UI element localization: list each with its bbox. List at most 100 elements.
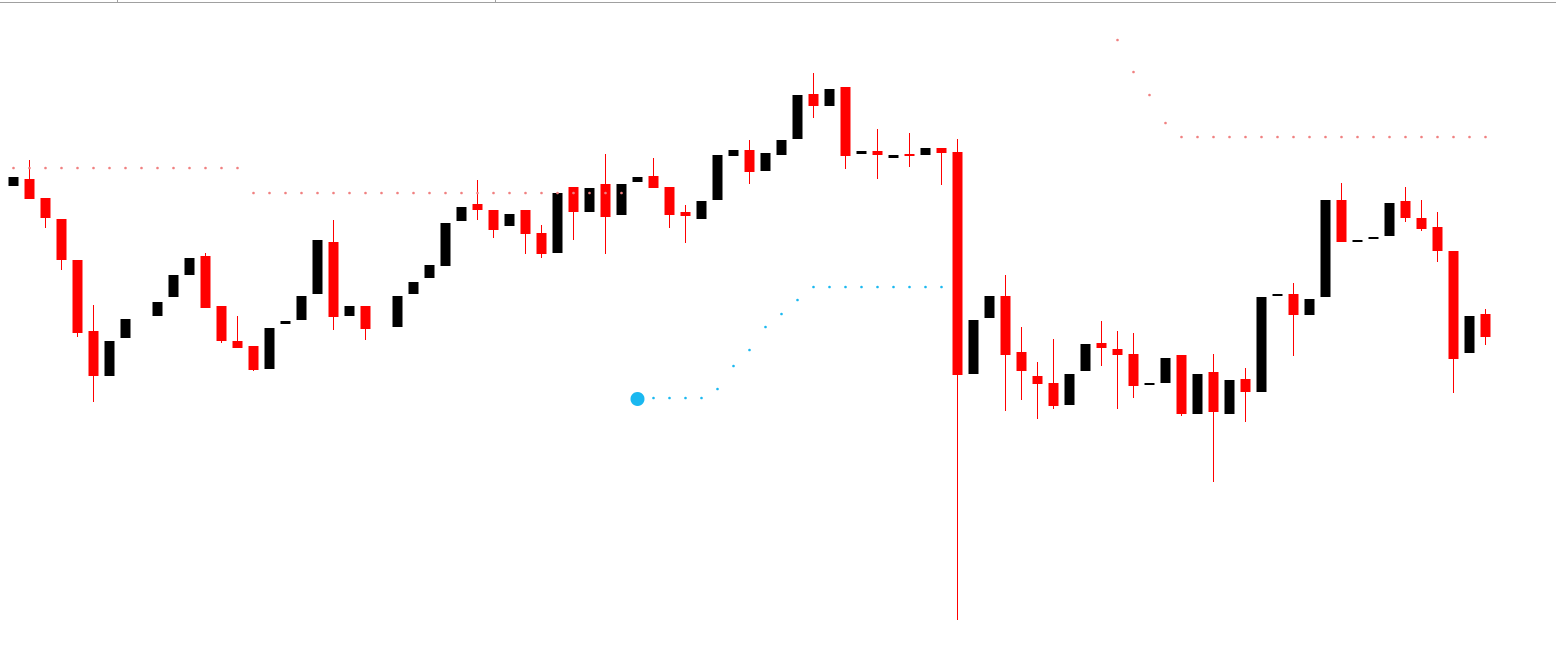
- indicator-dot: [828, 285, 831, 289]
- candle-body: [776, 140, 787, 155]
- indicator-dot: [428, 191, 431, 195]
- indicator-dot: [748, 348, 751, 352]
- indicator-dot: [44, 166, 47, 170]
- candle-body: [440, 223, 451, 266]
- candle-body: [520, 210, 531, 234]
- indicator-dot: [284, 191, 287, 195]
- candle-body: [648, 176, 659, 188]
- indicator-dot: [1420, 135, 1423, 139]
- indicator-dot: [908, 285, 911, 289]
- indicator-dot: [1308, 135, 1311, 139]
- indicator-dot: [332, 191, 335, 195]
- candle-body: [1368, 237, 1379, 239]
- indicator-dot: [1260, 135, 1263, 139]
- indicator-dot: [252, 191, 255, 195]
- indicator-dot: [796, 298, 799, 302]
- indicator-dot: [764, 325, 767, 329]
- candle-body: [824, 89, 835, 106]
- candle-body: [1480, 314, 1491, 337]
- indicator-dot: [1356, 135, 1359, 139]
- candle-body: [408, 282, 419, 294]
- candle-body: [8, 177, 19, 186]
- indicator-dot: [1276, 135, 1279, 139]
- indicator-dot: [1436, 135, 1439, 139]
- indicator-dot: [860, 285, 863, 289]
- candle-body: [264, 328, 275, 369]
- candle-body: [232, 341, 243, 348]
- indicator-dot: [620, 191, 623, 195]
- candle-body: [1272, 294, 1283, 296]
- indicator-dot: [172, 166, 175, 170]
- indicator-dot: [316, 191, 319, 195]
- indicator-dot: [540, 191, 543, 195]
- indicator-dot: [1292, 135, 1295, 139]
- indicator-dot: [844, 285, 847, 289]
- indicator-dot: [1148, 93, 1151, 97]
- candle-body: [632, 177, 643, 182]
- indicator-dot: [60, 166, 63, 170]
- indicator-dot: [1228, 135, 1231, 139]
- candle-body: [1192, 374, 1203, 414]
- candle-body: [488, 210, 499, 230]
- indicator-dot: [76, 166, 79, 170]
- candle-body: [968, 320, 979, 374]
- candle-body: [1160, 358, 1171, 383]
- candle-body: [920, 148, 931, 155]
- candle-body: [1352, 240, 1363, 242]
- indicator-dot: [1484, 135, 1487, 139]
- candle-body: [1000, 296, 1011, 355]
- candle-body: [760, 153, 771, 171]
- candle-body: [1320, 200, 1331, 297]
- indicator-dot: [668, 396, 671, 400]
- candle-body: [504, 214, 515, 226]
- indicator-dot: [348, 191, 351, 195]
- candle-body: [280, 321, 291, 324]
- indicator-dot: [188, 166, 191, 170]
- candle-body: [1080, 344, 1091, 371]
- candle-body: [1176, 355, 1187, 414]
- indicator-dot: [300, 191, 303, 195]
- candle-body: [1048, 383, 1059, 406]
- candle-body: [40, 198, 51, 218]
- indicator-dot: [380, 191, 383, 195]
- indicator-dot: [940, 285, 943, 289]
- indicator-dot: [652, 396, 655, 400]
- indicator-dot: [140, 166, 143, 170]
- candle-body: [344, 306, 355, 316]
- indicator-dot: [700, 396, 703, 400]
- candle-body: [904, 154, 915, 156]
- indicator-dot: [1132, 70, 1135, 74]
- candle-body: [536, 233, 547, 254]
- candle-body: [872, 151, 883, 155]
- candle-body: [744, 150, 755, 172]
- indicator-dot: [556, 191, 559, 195]
- indicator-dot: [1116, 38, 1119, 42]
- indicator-dot: [476, 191, 479, 195]
- indicator-dot: [412, 191, 415, 195]
- indicator-dot: [524, 191, 527, 195]
- indicator-dot: [732, 364, 735, 368]
- candle-body: [1224, 380, 1235, 414]
- indicator-dot: [1196, 135, 1199, 139]
- candle-body: [168, 275, 179, 297]
- indicator-dot: [156, 166, 159, 170]
- indicator-dot: [492, 191, 495, 195]
- candle-body: [1096, 343, 1107, 348]
- indicator-dot: [812, 285, 815, 289]
- candle-body: [328, 242, 339, 317]
- candle-body: [600, 184, 611, 217]
- candle-body: [936, 148, 947, 153]
- candle-body: [552, 193, 563, 253]
- indicator-start: [630, 392, 645, 406]
- candle-body: [88, 331, 99, 376]
- candle-body: [392, 296, 403, 327]
- candle-body: [1128, 354, 1139, 386]
- indicator-dot: [604, 191, 607, 195]
- candle-body: [1032, 376, 1043, 384]
- indicator-dot: [1372, 135, 1375, 139]
- candle-body: [72, 260, 83, 333]
- candle-body: [1240, 379, 1251, 392]
- candle-body: [456, 207, 467, 221]
- indicator-dot: [1180, 135, 1183, 139]
